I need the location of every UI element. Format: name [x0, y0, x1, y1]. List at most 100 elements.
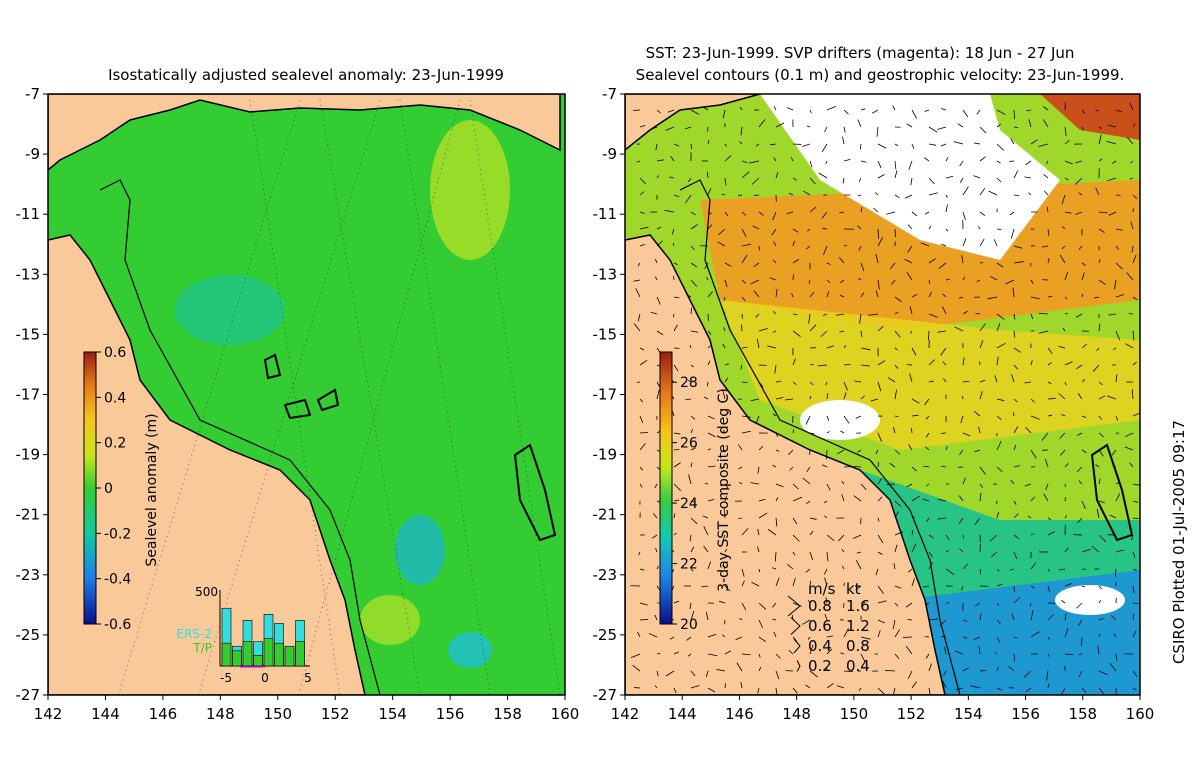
velocity-arrow — [877, 432, 882, 442]
velocity-arrow — [656, 585, 661, 591]
velocity-arrow — [1026, 109, 1032, 112]
left-colorbar-scale — [83, 351, 97, 625]
velocity-arrow — [1081, 449, 1087, 454]
velocity-arrow — [1081, 109, 1086, 114]
velocity-arrow — [928, 534, 935, 539]
velocity-arrow — [724, 495, 727, 502]
velocity-arrow — [667, 109, 675, 113]
velocity-arrow — [1047, 397, 1056, 400]
velocity-arrow — [894, 585, 902, 589]
y-tick-label: -17 — [16, 386, 41, 404]
velocity-arrow — [758, 245, 760, 251]
velocity-arrow — [928, 279, 931, 285]
velocity-arrow — [656, 226, 662, 230]
velocity-arrow — [894, 389, 897, 400]
velocity-arrow — [1030, 139, 1038, 145]
velocity-arrow — [858, 177, 862, 182]
colorbar-tick-label: 26 — [680, 436, 698, 452]
velocity-arrow — [758, 498, 766, 502]
velocity-arrow — [639, 483, 643, 488]
velocity-arrow — [1058, 568, 1066, 571]
y-tick-label: -27 — [16, 686, 41, 704]
velocity-arrow — [1030, 631, 1040, 638]
velocity-arrow — [996, 177, 1002, 183]
y-tick-label: -21 — [16, 506, 41, 524]
velocity-arrow — [1047, 653, 1050, 657]
velocity-arrow — [877, 551, 883, 555]
velocity-arrow — [1129, 177, 1134, 180]
velocity-arrow — [1078, 653, 1083, 655]
velocity-arrow — [1077, 432, 1083, 436]
velocity-arrow — [637, 262, 641, 267]
velocity-arrow — [690, 428, 694, 434]
velocity-arrow — [1112, 160, 1117, 164]
velocity-arrow — [1132, 254, 1137, 264]
velocity-arrow — [808, 279, 811, 284]
velocity-arrow — [824, 568, 828, 575]
velocity-arrow — [651, 534, 658, 539]
velocity-arrow — [724, 279, 728, 288]
velocity-arrow — [877, 279, 880, 290]
velocity-arrow — [858, 278, 862, 281]
tp-count-bar — [232, 650, 242, 667]
velocity-arrow — [741, 279, 747, 284]
velocity-arrow — [1009, 568, 1015, 571]
velocity-arrow — [826, 683, 834, 689]
velocity-arrow — [656, 175, 660, 179]
velocity-arrow — [758, 119, 766, 128]
velocity-arrow — [1111, 449, 1117, 456]
x-tick-label: 152 — [897, 705, 926, 723]
velocity-arrow — [962, 310, 968, 315]
velocity-arrow — [961, 395, 964, 400]
velocity-arrow — [894, 160, 897, 170]
velocity-arrow — [758, 568, 761, 573]
velocity-arrow — [656, 652, 661, 655]
velocity-legend-header-ms: m/s — [808, 580, 836, 598]
velocity-legend-kt: 1.6 — [846, 597, 870, 615]
velocity-arrow — [788, 449, 794, 455]
velocity-arrow — [1095, 109, 1100, 112]
velocity-arrow — [840, 652, 845, 655]
altimeter-tracks — [119, 99, 561, 695]
velocity-arrow — [1041, 432, 1049, 441]
velocity-arrow — [859, 143, 862, 150]
velocity-arrow — [979, 211, 986, 217]
velocity-arrow — [1081, 126, 1084, 131]
velocity-arrow — [1013, 444, 1017, 451]
velocity-arrow — [1125, 343, 1134, 349]
velocity-arrow — [928, 225, 932, 230]
velocity-arrow — [940, 108, 947, 111]
velocity-arrow — [1043, 174, 1049, 179]
velocity-arrow — [1027, 515, 1032, 519]
velocity-arrow — [689, 344, 692, 349]
velocity-arrow — [705, 670, 709, 677]
velocity-arrow — [894, 194, 900, 199]
velocity-arrow — [922, 585, 930, 588]
velocity-arrow — [637, 313, 641, 322]
velocity-arrow — [1096, 509, 1100, 519]
velocity-arrow — [775, 687, 778, 695]
velocity-arrow — [656, 670, 659, 677]
velocity-arrow — [870, 398, 879, 402]
velocity-arrow — [911, 530, 914, 536]
velocity-arrow — [724, 483, 730, 491]
velocity-arrow — [1081, 548, 1091, 553]
velocity-arrow — [775, 172, 779, 179]
velocity-arrow — [758, 666, 762, 672]
velocity-arrow — [977, 226, 981, 230]
velocity-arrow — [894, 511, 899, 519]
velocity-arrow — [650, 126, 658, 130]
velocity-arrow — [996, 415, 1002, 420]
velocity-arrow — [686, 636, 692, 641]
velocity-arrow — [1132, 613, 1135, 621]
velocity-arrow — [1131, 534, 1134, 541]
velocity-arrow — [962, 477, 966, 485]
velocity-arrow — [1030, 610, 1034, 621]
velocity-arrow — [1064, 613, 1067, 621]
velocity-arrow — [690, 307, 693, 315]
velocity-arrow — [673, 194, 680, 198]
velocity-arrow — [909, 306, 913, 315]
velocity-arrow — [1064, 583, 1073, 587]
velocity-arrow — [979, 238, 985, 247]
velocity-arrow — [823, 500, 828, 504]
